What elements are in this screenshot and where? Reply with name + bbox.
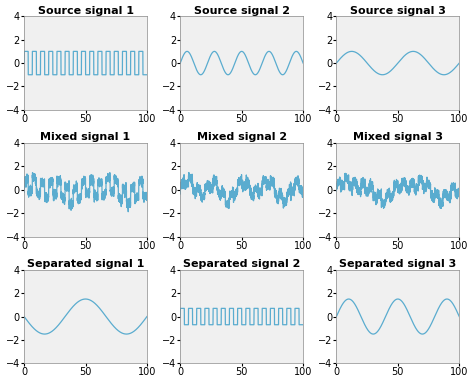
Title: Separated signal 1: Separated signal 1 xyxy=(27,259,144,269)
Title: Source signal 1: Source signal 1 xyxy=(37,6,134,16)
Title: Separated signal 3: Separated signal 3 xyxy=(339,259,456,269)
Title: Source signal 3: Source signal 3 xyxy=(350,6,446,16)
Title: Mixed signal 2: Mixed signal 2 xyxy=(197,132,287,142)
Title: Mixed signal 3: Mixed signal 3 xyxy=(353,132,443,142)
Title: Mixed signal 1: Mixed signal 1 xyxy=(40,132,131,142)
Title: Separated signal 2: Separated signal 2 xyxy=(183,259,301,269)
Title: Source signal 2: Source signal 2 xyxy=(194,6,290,16)
